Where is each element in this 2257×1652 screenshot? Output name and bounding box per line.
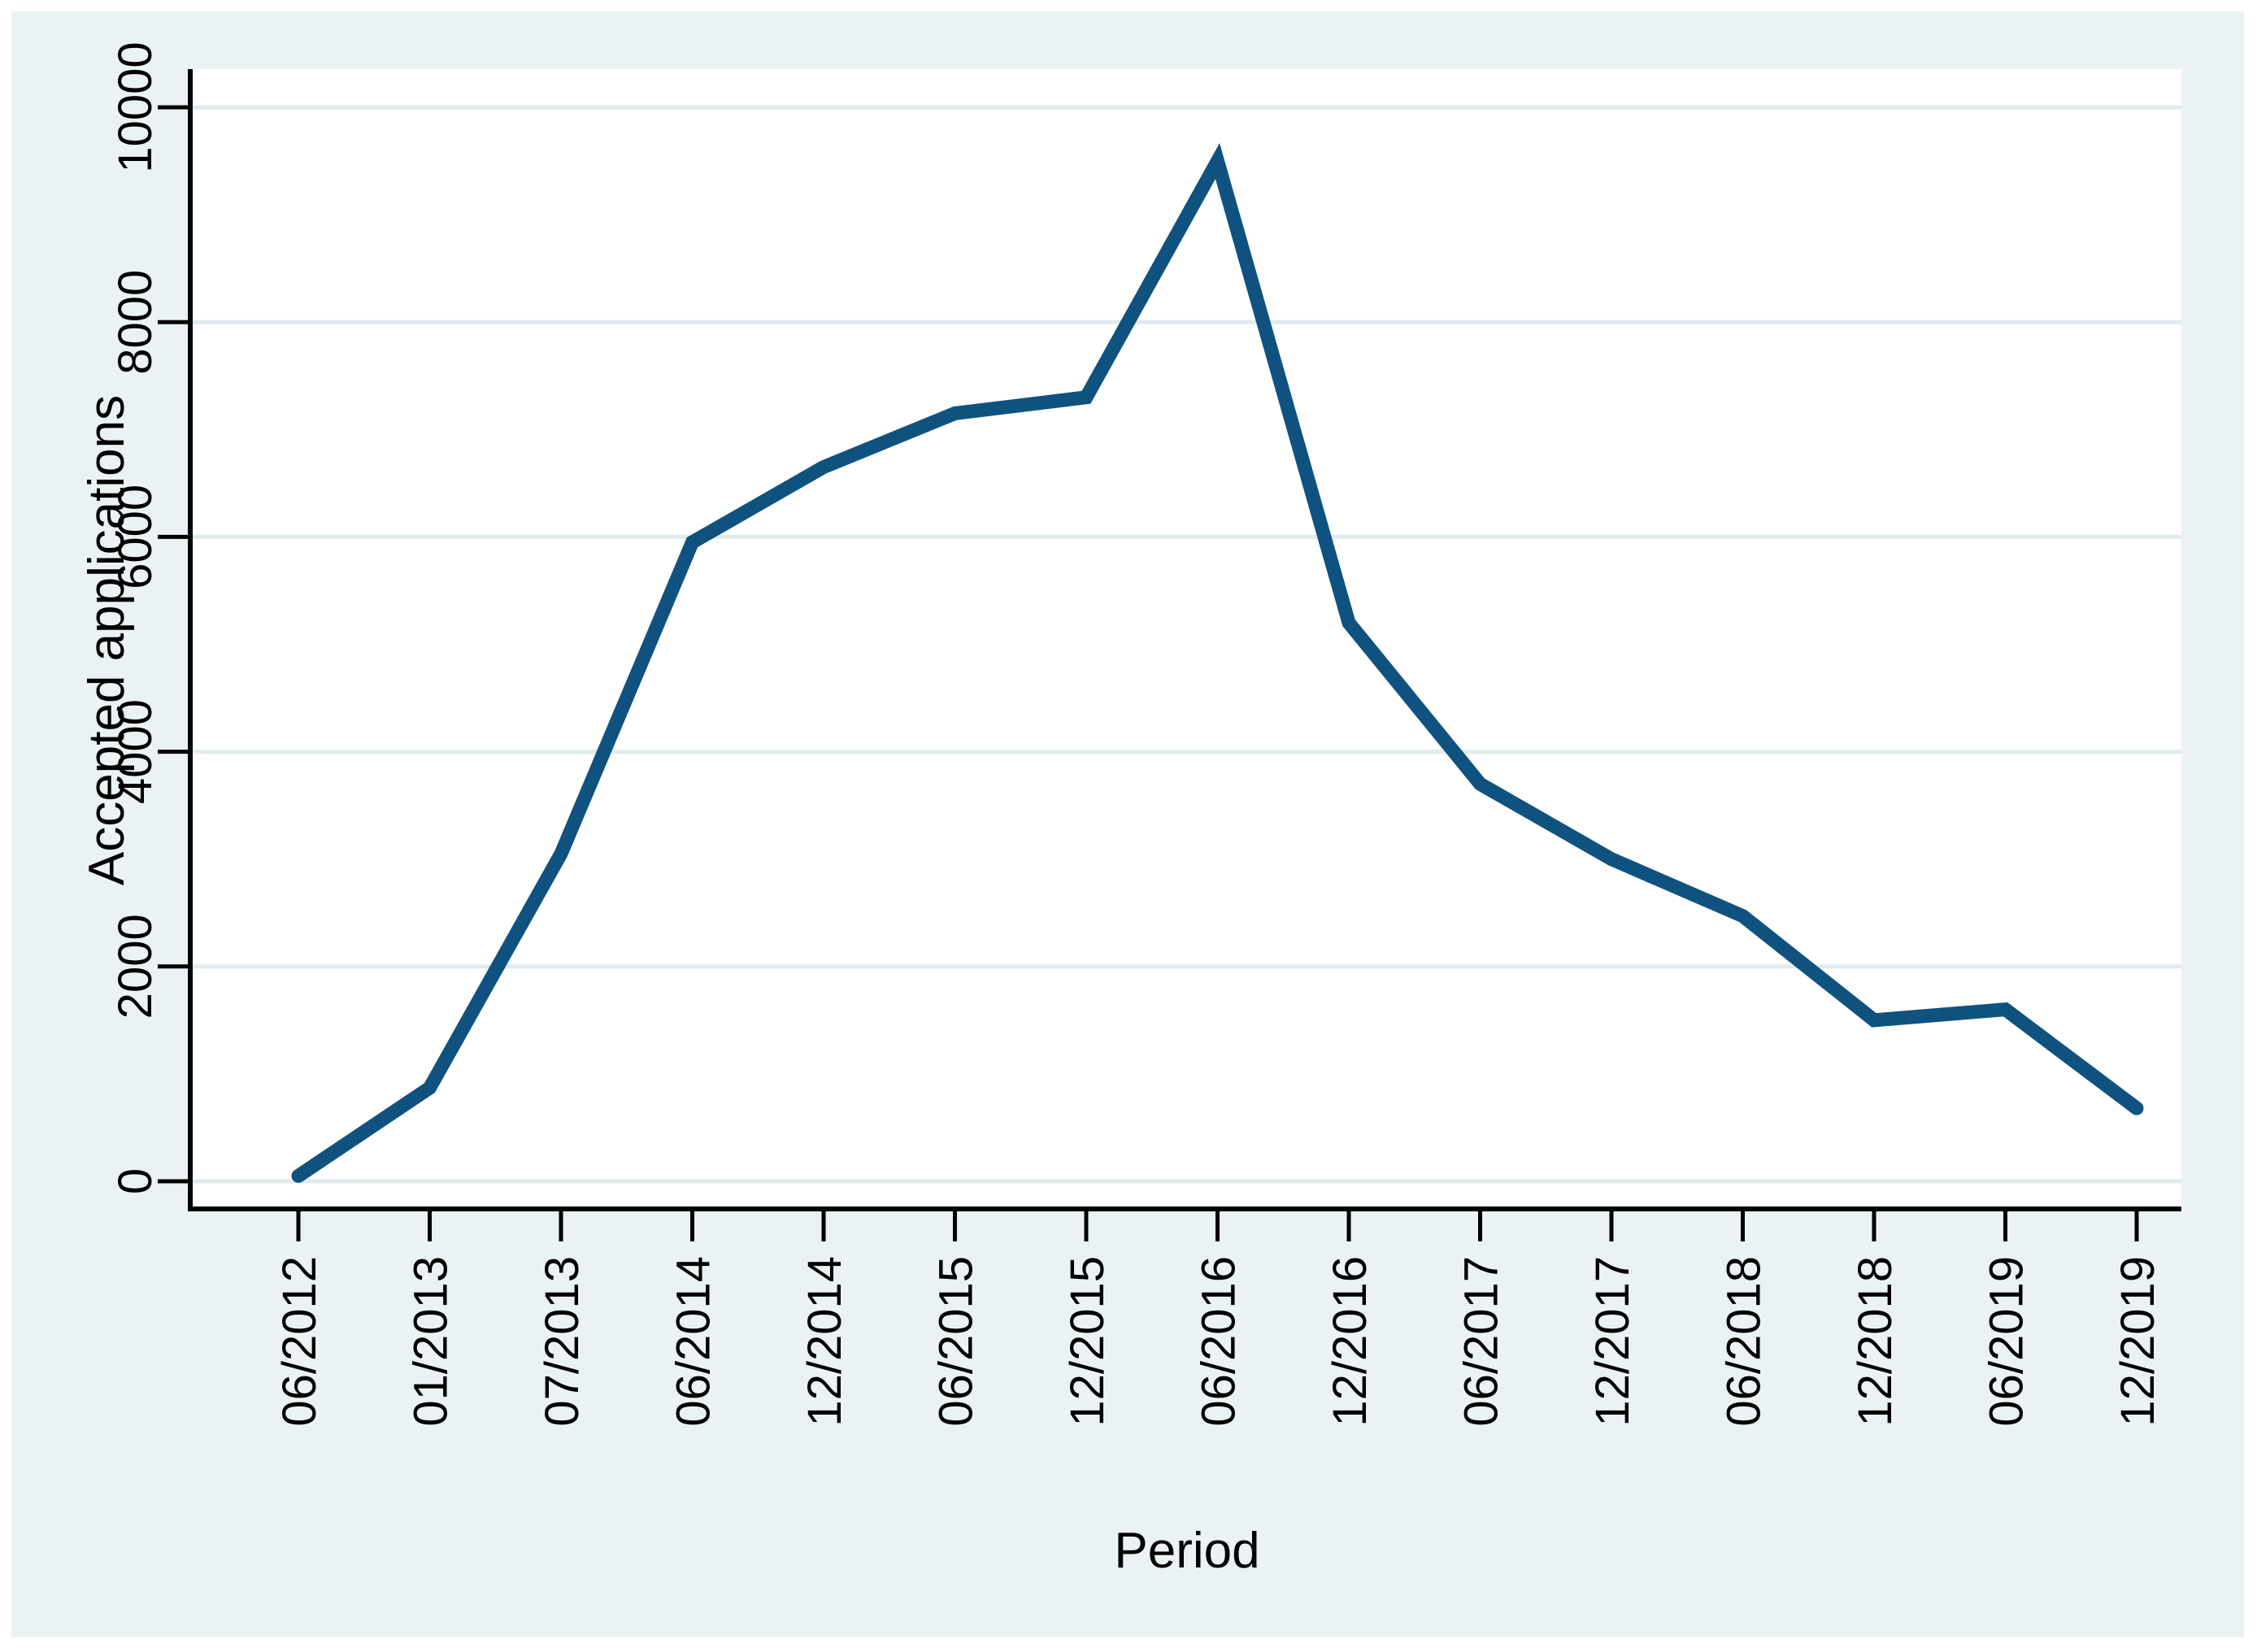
x-tick-label: 12/2016 [1324,1256,1376,1427]
data-line [291,142,2144,1183]
y-axis-title: Accepted applications [79,395,135,885]
y-tick-label: 8000 [109,270,162,375]
x-tick-label: 12/2017 [1586,1256,1639,1427]
x-tick-label: 06/2018 [1718,1256,1771,1427]
x-tick-label: 12/2018 [1849,1256,1902,1427]
plot-area [193,69,2181,1211]
x-tick-label: 06/2016 [1193,1256,1246,1427]
x-tick-label: 06/2015 [930,1256,983,1427]
x-axis-title: Period [1114,1523,1259,1579]
x-tick-label: 12/2019 [2111,1256,2164,1427]
x-tick-label: 12/2014 [798,1256,851,1427]
x-tick-label: 06/2017 [1455,1256,1508,1427]
x-tick-label: 06/2012 [273,1256,326,1427]
y-tick-label: 0 [109,1168,162,1194]
x-tick-label: 07/2013 [536,1256,589,1427]
x-tick-label: 01/2013 [405,1256,458,1427]
x-tick-label: 06/2019 [1981,1256,2033,1427]
x-tick-label: 06/2014 [668,1256,720,1427]
y-tick-label: 4000 [109,699,162,804]
y-tick-label: 6000 [109,485,162,589]
y-tick-label: 10000 [109,41,162,172]
x-tick-label: 12/2015 [1061,1256,1114,1427]
y-tick-label: 2000 [109,914,162,1019]
